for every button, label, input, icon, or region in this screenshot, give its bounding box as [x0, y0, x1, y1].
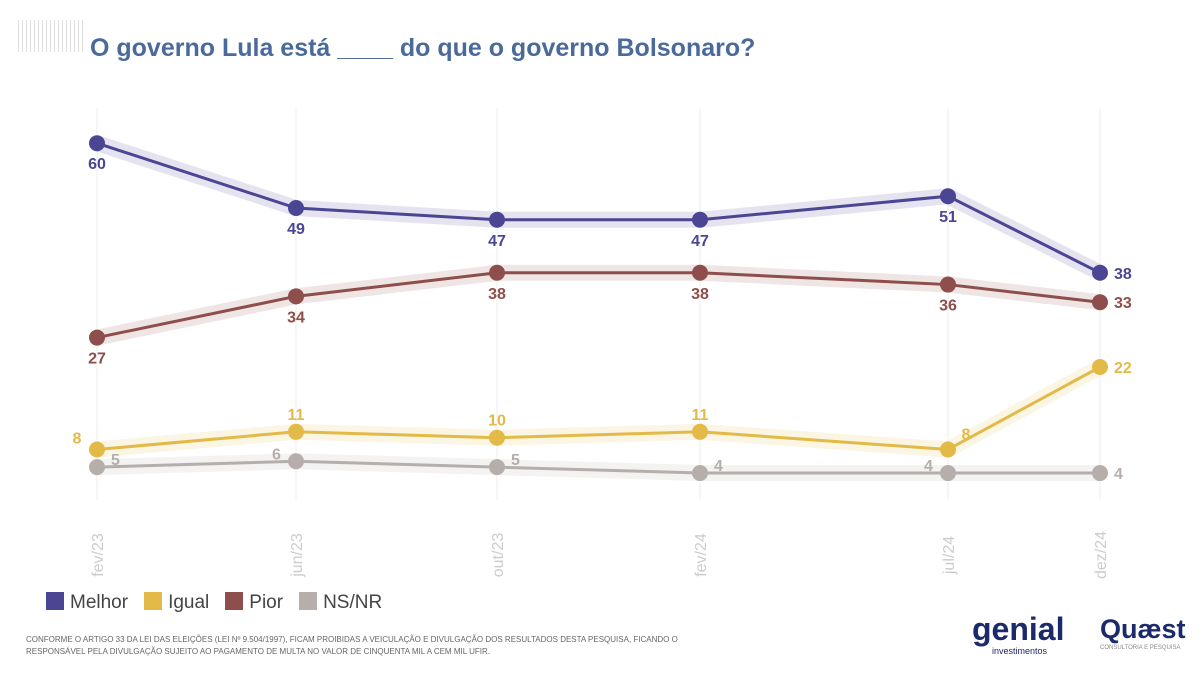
data-point [1092, 359, 1108, 376]
data-label: 8 [73, 430, 82, 447]
data-point [288, 199, 304, 216]
data-label: 38 [1114, 266, 1132, 283]
data-point [940, 441, 956, 458]
x-tick-label: jul/24 [941, 536, 958, 575]
x-tick-label: dez/24 [1093, 531, 1110, 579]
x-tick-label: fev/24 [693, 533, 710, 577]
legend-item: Melhor [46, 592, 128, 614]
series-line-Pior [96, 271, 1101, 340]
legend-label: Pior [249, 592, 284, 613]
genial-logo-text: genial [972, 611, 1065, 647]
data-point [1092, 294, 1108, 311]
data-point [940, 465, 956, 482]
data-point [89, 135, 105, 152]
genial-logo: genial investimentos [972, 612, 1064, 657]
x-tick-label: fev/23 [90, 533, 107, 577]
legend-swatch [144, 592, 163, 610]
data-point [89, 441, 105, 458]
data-point [1092, 264, 1108, 281]
legend-label: NS/NR [323, 592, 383, 613]
data-label: 51 [939, 209, 957, 226]
decorative-pattern [18, 20, 86, 52]
data-point [489, 211, 505, 228]
data-point [489, 429, 505, 446]
series-line-Igual [96, 365, 1101, 452]
genial-logo-subtext: investimentos [992, 646, 1048, 656]
quaest-logo-text: Quæst [1100, 614, 1186, 644]
data-label: 4 [714, 458, 723, 475]
data-label: 5 [111, 452, 120, 469]
data-label: 6 [272, 446, 281, 463]
data-label: 49 [287, 221, 305, 238]
data-point [288, 453, 304, 470]
data-point [89, 329, 105, 346]
data-label: 36 [939, 298, 957, 315]
legend: Melhor Igual Pior NS/NR [46, 592, 382, 614]
legend-item: NS/NR [299, 592, 382, 614]
data-label: 47 [488, 233, 506, 250]
quaest-logo: Quæst CONSULTORIA E PESQUISA [1100, 614, 1186, 652]
data-label: 8 [962, 426, 971, 443]
data-label: 38 [488, 286, 506, 303]
data-label: 60 [88, 156, 106, 173]
data-point [489, 459, 505, 476]
data-label: 10 [488, 413, 506, 430]
legend-item: Igual [144, 592, 209, 614]
x-tick-label: jun/23 [289, 533, 306, 578]
data-label: 27 [88, 351, 106, 368]
data-point [89, 459, 105, 476]
data-label: 34 [287, 309, 305, 326]
legend-swatch [225, 592, 244, 610]
series-band [94, 135, 1104, 280]
data-label: 33 [1114, 295, 1132, 312]
data-point [692, 423, 708, 440]
legal-note: CONFORME O ARTIGO 33 DA LEI DAS ELEIÇÕES… [26, 635, 678, 656]
data-point [692, 264, 708, 281]
data-label: 38 [691, 286, 709, 303]
data-label: 11 [692, 407, 709, 424]
data-label: 4 [1114, 466, 1123, 483]
data-point [1092, 465, 1108, 482]
legend-label: Igual [168, 592, 210, 613]
data-label: 5 [511, 452, 520, 469]
data-label: 4 [924, 458, 933, 475]
data-label: 47 [691, 233, 709, 250]
legend-item: Pior [225, 592, 283, 614]
chart-title: O governo Lula está ____ do que o govern… [90, 34, 756, 62]
data-point [288, 423, 304, 440]
legend-label: Melhor [70, 592, 129, 613]
legend-swatch [299, 592, 318, 610]
quaest-logo-subtext: CONSULTORIA E PESQUISA [1100, 645, 1181, 651]
data-point [940, 188, 956, 205]
data-point [692, 465, 708, 482]
data-point [489, 264, 505, 281]
data-label: 22 [1114, 360, 1132, 377]
series-line-Melhor [96, 141, 1101, 275]
data-point [692, 211, 708, 228]
data-point [940, 276, 956, 293]
x-tick-label: out/23 [490, 533, 507, 578]
series-line-NS/NR [96, 459, 1100, 475]
data-point [288, 288, 304, 305]
data-label: 11 [288, 407, 305, 424]
legend-swatch [46, 592, 64, 610]
